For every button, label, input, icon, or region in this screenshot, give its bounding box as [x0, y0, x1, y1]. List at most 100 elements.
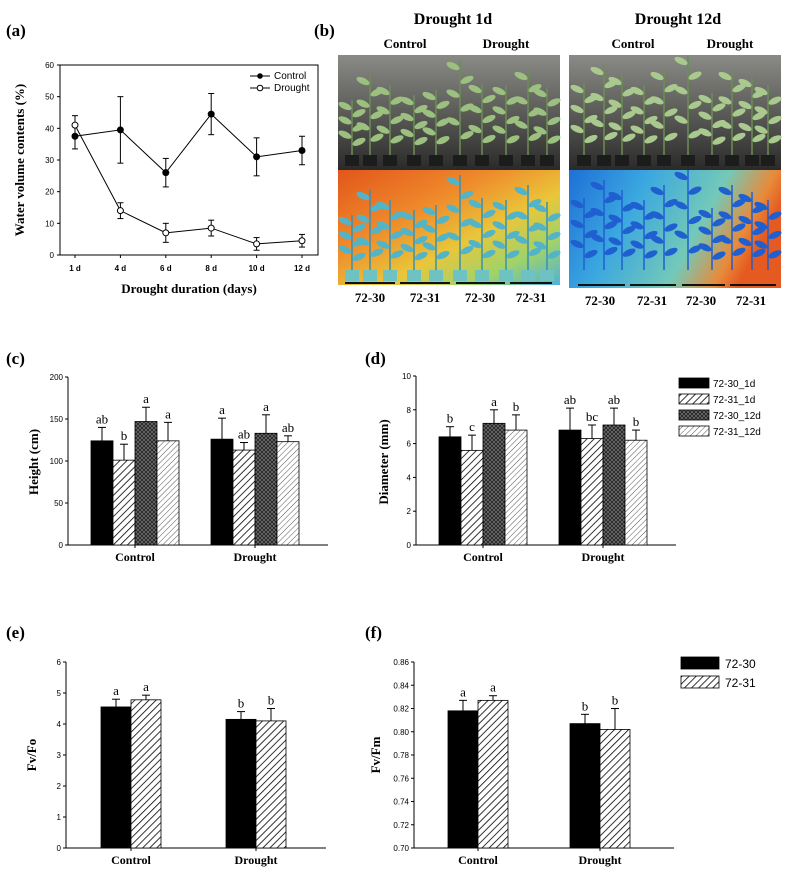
- xtick-label-control: Control: [115, 550, 155, 564]
- thermal-plant: [356, 190, 384, 281]
- legend-swatch-72-31_12d: [678, 425, 710, 437]
- legend-swatch-72-30: [680, 656, 720, 670]
- ytick-label-a: 50: [45, 93, 54, 102]
- bar-72-30_12d-drought: [254, 432, 278, 546]
- photo-drought-1d-visible: [338, 55, 560, 170]
- data-point-drought: [71, 121, 79, 129]
- xtick-label-drought: Drought: [578, 853, 621, 867]
- ytick-label-a: 30: [45, 156, 54, 165]
- panel-label-f: (f): [365, 623, 382, 642]
- thermal-plant: [468, 198, 496, 281]
- bar-72-31-drought: [255, 720, 287, 849]
- significance-letter: a: [460, 684, 466, 699]
- thermal-plant: [492, 200, 520, 281]
- significance-letter: ab: [608, 392, 620, 407]
- line-label-12d-4: 72-31: [736, 293, 766, 308]
- bar-72-31_12d-control: [156, 440, 180, 546]
- significance-letter: ab: [238, 427, 250, 442]
- ytick-label: 2: [407, 507, 412, 516]
- plant: [492, 85, 520, 166]
- plant: [754, 85, 782, 166]
- bar-72-31_1d-control: [460, 449, 484, 546]
- ytick-label-a: 10: [45, 219, 54, 228]
- ytick-label-a: 60: [45, 61, 54, 70]
- significance-letter: ab: [282, 420, 294, 435]
- chart-fv-fm: Fv/Fm 72-30 72-31 0.70 0.72 0.74 0.76 0.78 0.8…: [368, 656, 756, 867]
- bar-72-30-drought: [569, 723, 601, 849]
- ytick-label: 0: [59, 541, 64, 550]
- bar-72-31_12d-control: [504, 429, 528, 546]
- significance-letter: b: [121, 428, 128, 443]
- photo-sub-drought-12d: Drought: [707, 36, 754, 51]
- xtick-label-a: 4 d: [115, 264, 127, 273]
- ytick-label: 100: [50, 457, 64, 466]
- thermal-plant: [754, 200, 782, 270]
- significance-letter: b: [582, 698, 589, 713]
- bar-72-30_1d-drought: [210, 438, 234, 546]
- line-label-1d-3: 72-30: [465, 290, 495, 305]
- ytick-label: 0.70: [393, 844, 409, 853]
- significance-letter: b: [513, 399, 520, 414]
- ytick-label: 6: [57, 658, 62, 667]
- thermal-plant: [514, 185, 542, 281]
- bar-72-31_1d-control: [112, 459, 136, 546]
- ytick-label: 10: [402, 372, 411, 381]
- ytick-label: 0.76: [393, 774, 409, 783]
- significance-letter: b: [447, 411, 454, 426]
- significance-letter: a: [113, 683, 119, 698]
- bar-72-30-drought: [225, 718, 257, 849]
- significance-letter: c: [469, 419, 475, 434]
- photo-sub-control-12d: Control: [611, 36, 654, 51]
- legend-label-drought: Drought: [274, 83, 310, 94]
- photo-title-drought-1d: Drought 1d: [414, 11, 492, 28]
- xtick-label-drought: Drought: [233, 550, 276, 564]
- ytick-label: 4: [407, 473, 412, 482]
- ytick-label: 3: [57, 751, 62, 760]
- significance-letter: bc: [586, 409, 599, 424]
- significance-letter: ab: [96, 411, 108, 426]
- plant-photographs: Drought 1d Drought 12d Control Drought C…: [338, 11, 782, 308]
- xtick-label-a: 1 d: [69, 264, 81, 273]
- xtick-label-a: 6 d: [160, 264, 172, 273]
- bar-72-30-control: [447, 710, 479, 849]
- legend-swatch-72-30_12d: [678, 409, 710, 421]
- thermal-plant: [590, 180, 618, 270]
- panel-label-d: (d): [365, 349, 386, 368]
- significance-letter: a: [165, 406, 171, 421]
- xtick-label-drought: Drought: [234, 853, 277, 867]
- series-line-control: [74, 113, 303, 174]
- thermal-plant: [608, 190, 636, 270]
- data-point-control: [116, 126, 124, 134]
- legend-label-72-31: 72-31: [725, 676, 756, 690]
- plant: [650, 70, 678, 166]
- ytick-label: 0.84: [393, 681, 409, 690]
- plant: [570, 83, 598, 166]
- ylabel-d: Diameter (mm): [376, 419, 391, 504]
- significance-letter: b: [612, 693, 619, 708]
- data-point-control: [298, 147, 306, 154]
- photo-sub-control-1d: Control: [383, 36, 426, 51]
- ytick-label-a: 20: [45, 188, 54, 197]
- line-label-1d-1: 72-30: [355, 290, 385, 305]
- plant: [356, 75, 384, 166]
- series-line-drought: [74, 124, 303, 245]
- ytick-label: 0.72: [393, 821, 409, 830]
- xlabel-a: Drought duration (days): [121, 281, 257, 296]
- legend-label-72-30_1d: 72-30_1d: [713, 379, 755, 390]
- legend-label-72-30: 72-30: [725, 657, 756, 671]
- ytick-label: 150: [50, 415, 64, 424]
- ytick-label: 4: [57, 720, 62, 729]
- chart-diameter: Diameter (mm) 72-30_1d 72-31_1d 72-30_12d 7…: [376, 372, 761, 564]
- thermal-plant: [630, 200, 658, 270]
- ylabel-e: Fv/Fo: [24, 739, 39, 772]
- photo-drought-1d-thermal: [338, 170, 560, 285]
- xtick-label-control: Control: [458, 853, 498, 867]
- xtick-label-control: Control: [463, 550, 503, 564]
- significance-letter: a: [491, 394, 497, 409]
- line-label-12d-2: 72-31: [637, 293, 667, 308]
- thermal-plant: [376, 200, 404, 281]
- plant: [674, 55, 702, 166]
- data-point-drought: [162, 229, 170, 237]
- legend-marker-control: [257, 73, 263, 79]
